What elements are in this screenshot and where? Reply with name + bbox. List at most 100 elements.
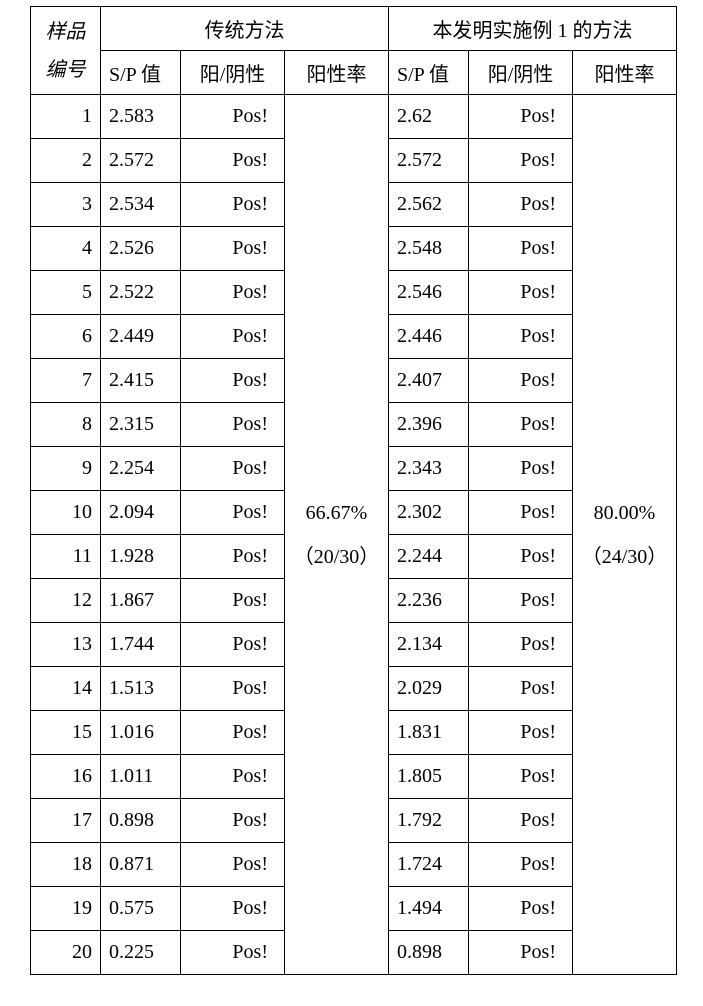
- cell-sp-b: 2.236: [389, 579, 469, 623]
- header-pn-a: 阳/阴性: [181, 51, 285, 95]
- cell-id: 14: [31, 667, 101, 711]
- cell-pn-a: Pos!: [181, 535, 285, 579]
- cell-sp-b: 0.898: [389, 931, 469, 975]
- cell-id: 12: [31, 579, 101, 623]
- rate-a-frac: （20/30）: [294, 546, 380, 568]
- cell-sp-a: 0.575: [101, 887, 181, 931]
- cell-id: 13: [31, 623, 101, 667]
- header-row-1: 样品 编号 传统方法 本发明实施例 1 的方法: [31, 7, 677, 51]
- cell-sp-a: 2.583: [101, 95, 181, 139]
- cell-pn-b: Pos!: [469, 139, 573, 183]
- cell-pn-a: Pos!: [181, 491, 285, 535]
- cell-pn-a: Pos!: [181, 139, 285, 183]
- cell-pn-b: Pos!: [469, 227, 573, 271]
- cell-pn-b: Pos!: [469, 843, 573, 887]
- cell-sp-b: 2.396: [389, 403, 469, 447]
- cell-sp-a: 0.225: [101, 931, 181, 975]
- cell-sp-a: 0.871: [101, 843, 181, 887]
- cell-sp-b: 2.62: [389, 95, 469, 139]
- cell-pn-b: Pos!: [469, 491, 573, 535]
- cell-sp-b: 2.572: [389, 139, 469, 183]
- header-method-a: 传统方法: [101, 7, 389, 51]
- header-sample-line2: 编号: [46, 59, 86, 81]
- cell-id: 16: [31, 755, 101, 799]
- cell-sp-b: 2.562: [389, 183, 469, 227]
- cell-sp-a: 2.534: [101, 183, 181, 227]
- cell-sp-b: 1.724: [389, 843, 469, 887]
- cell-pn-a: Pos!: [181, 667, 285, 711]
- header-sample-id: 样品 编号: [31, 7, 101, 95]
- cell-pn-a: Pos!: [181, 887, 285, 931]
- cell-pn-a: Pos!: [181, 227, 285, 271]
- cell-id: 1: [31, 95, 101, 139]
- cell-pn-b: Pos!: [469, 403, 573, 447]
- cell-id: 11: [31, 535, 101, 579]
- cell-pn-b: Pos!: [469, 183, 573, 227]
- cell-pn-a: Pos!: [181, 271, 285, 315]
- cell-sp-b: 1.805: [389, 755, 469, 799]
- cell-sp-b: 2.546: [389, 271, 469, 315]
- cell-sp-a: 2.415: [101, 359, 181, 403]
- cell-sp-b: 2.134: [389, 623, 469, 667]
- cell-sp-b: 2.446: [389, 315, 469, 359]
- cell-pn-a: Pos!: [181, 315, 285, 359]
- cell-sp-a: 2.254: [101, 447, 181, 491]
- cell-pn-b: Pos!: [469, 711, 573, 755]
- cell-pn-b: Pos!: [469, 447, 573, 491]
- cell-pn-a: Pos!: [181, 755, 285, 799]
- cell-sp-a: 1.744: [101, 623, 181, 667]
- header-pn-b: 阳/阴性: [469, 51, 573, 95]
- cell-pn-a: Pos!: [181, 623, 285, 667]
- cell-pn-a: Pos!: [181, 403, 285, 447]
- rate-b-value: 80.00%: [594, 502, 656, 524]
- cell-pn-b: Pos!: [469, 359, 573, 403]
- cell-sp-b: 2.407: [389, 359, 469, 403]
- cell-sp-b: 2.244: [389, 535, 469, 579]
- cell-pn-a: Pos!: [181, 95, 285, 139]
- cell-pn-a: Pos!: [181, 799, 285, 843]
- cell-sp-a: 2.449: [101, 315, 181, 359]
- cell-sp-a: 1.928: [101, 535, 181, 579]
- header-method-b: 本发明实施例 1 的方法: [389, 7, 677, 51]
- cell-sp-b: 1.792: [389, 799, 469, 843]
- cell-pn-b: Pos!: [469, 315, 573, 359]
- cell-id: 17: [31, 799, 101, 843]
- header-sample-line1: 样品: [46, 21, 86, 43]
- cell-id: 15: [31, 711, 101, 755]
- cell-pn-b: Pos!: [469, 271, 573, 315]
- header-sp-b: S/P 值: [389, 51, 469, 95]
- cell-pn-a: Pos!: [181, 711, 285, 755]
- cell-sp-b: 2.548: [389, 227, 469, 271]
- comparison-table: 样品 编号 传统方法 本发明实施例 1 的方法 S/P 值 阳/阴性 阳性率 S…: [30, 6, 677, 975]
- cell-id: 19: [31, 887, 101, 931]
- cell-id: 5: [31, 271, 101, 315]
- cell-rate-a: 66.67%（20/30）: [285, 95, 389, 975]
- cell-sp-a: 2.526: [101, 227, 181, 271]
- cell-id: 9: [31, 447, 101, 491]
- cell-sp-a: 2.094: [101, 491, 181, 535]
- cell-sp-a: 2.572: [101, 139, 181, 183]
- cell-pn-a: Pos!: [181, 183, 285, 227]
- cell-pn-b: Pos!: [469, 799, 573, 843]
- cell-pn-a: Pos!: [181, 359, 285, 403]
- cell-sp-b: 2.302: [389, 491, 469, 535]
- cell-pn-a: Pos!: [181, 447, 285, 491]
- cell-sp-a: 1.016: [101, 711, 181, 755]
- cell-id: 20: [31, 931, 101, 975]
- cell-pn-a: Pos!: [181, 931, 285, 975]
- cell-pn-b: Pos!: [469, 755, 573, 799]
- header-sp-a: S/P 值: [101, 51, 181, 95]
- table-body: 12.583Pos!66.67%（20/30）2.62Pos!80.00%（24…: [31, 95, 677, 975]
- cell-pn-b: Pos!: [469, 579, 573, 623]
- cell-sp-a: 2.315: [101, 403, 181, 447]
- cell-pn-b: Pos!: [469, 887, 573, 931]
- cell-pn-a: Pos!: [181, 579, 285, 623]
- cell-sp-b: 1.831: [389, 711, 469, 755]
- rate-b-frac: （24/30）: [582, 546, 668, 568]
- cell-id: 7: [31, 359, 101, 403]
- cell-sp-a: 2.522: [101, 271, 181, 315]
- header-rate-a: 阳性率: [285, 51, 389, 95]
- cell-pn-b: Pos!: [469, 95, 573, 139]
- cell-pn-b: Pos!: [469, 535, 573, 579]
- cell-sp-b: 1.494: [389, 887, 469, 931]
